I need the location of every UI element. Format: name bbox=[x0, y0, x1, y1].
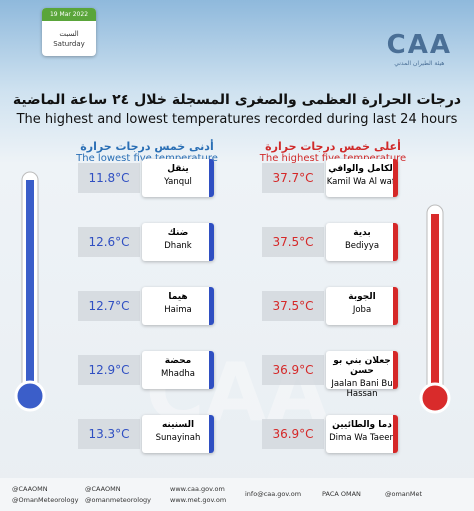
card-accent bbox=[209, 223, 214, 261]
card-accent bbox=[393, 415, 398, 453]
title-en: The highest and lowest temperatures reco… bbox=[16, 112, 458, 127]
station-name-en: Kamil Wa Al wafi bbox=[326, 177, 398, 187]
station-name-ar: الكامل والوافي bbox=[328, 164, 396, 174]
footer-item: @OmanMeteorology bbox=[12, 496, 79, 504]
station-card: بدية Bediyya bbox=[326, 223, 398, 261]
station-name-ar: هيما bbox=[168, 292, 188, 302]
footer-item: info@caa.gov.om bbox=[245, 490, 302, 498]
day-en: Saturday bbox=[53, 40, 85, 48]
card-accent bbox=[393, 351, 398, 389]
card-accent bbox=[209, 415, 214, 453]
highest-title-en: The highest five temperature bbox=[259, 153, 406, 164]
thermo-high-bulb bbox=[419, 382, 451, 414]
temperature: 12.9°C bbox=[78, 355, 140, 385]
card-accent bbox=[393, 287, 398, 325]
card-accent bbox=[393, 223, 398, 261]
card-accent bbox=[209, 159, 214, 197]
station-name-ar: محضة bbox=[164, 356, 192, 366]
station-name-en: Haima bbox=[164, 305, 192, 315]
footer-item: PACA OMAN bbox=[322, 490, 361, 498]
station-name-en: Joba bbox=[352, 305, 372, 315]
footer-item: @CAAOMN bbox=[12, 485, 48, 493]
footer-item: @omanmeteorology bbox=[85, 496, 152, 504]
station-name-ar: بدية bbox=[353, 228, 371, 238]
station-card: الجوبة Joba bbox=[326, 287, 398, 325]
logo-sub: هيئة الطيران المدني bbox=[394, 60, 445, 67]
footer-item: @CAAOMN bbox=[85, 485, 121, 493]
station-name-ar: جعلان بني بو حسن bbox=[333, 356, 391, 376]
station-card: ينقل Yanqul bbox=[142, 159, 214, 197]
thermometers: CAA bbox=[14, 171, 451, 414]
station-name-ar: السنينه bbox=[161, 420, 195, 430]
station-name-en: Yanqul bbox=[164, 177, 192, 187]
temperature: 12.6°C bbox=[78, 227, 140, 257]
station-card: الكامل والوافي Kamil Wa Al wafi bbox=[326, 159, 398, 197]
logo-text: CAA bbox=[386, 30, 452, 60]
card-accent bbox=[393, 159, 398, 197]
footer: @CAAOMN @OmanMeteorology @CAAOMN @omanmeteo… bbox=[0, 478, 474, 511]
station-card: دما والطائيين Dima Wa Taeen bbox=[326, 415, 398, 453]
station-name-ar: ينقل bbox=[167, 164, 189, 174]
station-name-ar: ضنك bbox=[167, 228, 189, 238]
day-ar: السبت bbox=[59, 30, 79, 38]
station-card: هيما Haima bbox=[142, 287, 214, 325]
footer-item: www.caa.gov.om bbox=[170, 485, 225, 493]
station-card: السنينه Sunayinah bbox=[142, 415, 214, 453]
title-ar: درجات الحرارة العظمى والصغرى المسجلة خلا… bbox=[12, 92, 462, 108]
thermo-low-fill bbox=[26, 180, 34, 392]
station-name-ar: دما والطائيين bbox=[332, 420, 392, 430]
station-name-en: Dima Wa Taeen bbox=[329, 433, 395, 443]
station-name-ar: الجوبة bbox=[348, 292, 376, 302]
highest-title-ar: أعلى خمس درجات حرارة bbox=[265, 140, 401, 153]
card-accent bbox=[209, 287, 214, 325]
lowest-header: أدنى خمس درجات حرارة The lowest five tem… bbox=[62, 140, 232, 164]
temperature: 13.3°C bbox=[78, 419, 140, 449]
station-card: جعلان بني بو حسن Jaalan Bani Bu Hassan bbox=[326, 351, 398, 399]
temperature: 37.7°C bbox=[262, 163, 324, 193]
station-card: ضنك Dhank bbox=[142, 223, 214, 261]
card-accent bbox=[209, 351, 214, 389]
lowest-title-en: The lowest five temperature bbox=[76, 153, 218, 164]
thermo-low-bulb bbox=[14, 380, 46, 412]
date: 19 Mar 2022 bbox=[42, 8, 96, 21]
temperature: 36.9°C bbox=[262, 419, 324, 449]
thermo-high-fill bbox=[431, 214, 439, 394]
temperature: 37.5°C bbox=[262, 227, 324, 257]
temperature: 37.5°C bbox=[262, 291, 324, 321]
footer-item: @omanMet bbox=[385, 490, 423, 498]
highest-header: أعلى خمس درجات حرارة The highest five te… bbox=[248, 140, 418, 164]
temperature: 12.7°C bbox=[78, 291, 140, 321]
station-name-en: Bediyya bbox=[344, 241, 380, 251]
temperature: 11.8°C bbox=[78, 163, 140, 193]
footer-item: www.met.gov.om bbox=[170, 496, 227, 504]
lowest-title-ar: أدنى خمس درجات حرارة bbox=[80, 140, 214, 153]
station-name-en: Jaalan Bani Bu Hassan bbox=[331, 379, 393, 399]
station-card: محضة Mhadha bbox=[142, 351, 214, 389]
logo: CAA هيئة الطيران المدني bbox=[387, 30, 452, 67]
temperature: 36.9°C bbox=[262, 355, 324, 385]
station-name-en: Mhadha bbox=[161, 369, 195, 379]
station-name-en: Dhank bbox=[164, 241, 192, 251]
station-name-en: Sunayinah bbox=[155, 433, 201, 443]
calendar: 19 Mar 2022 السبت Saturday bbox=[42, 8, 96, 56]
